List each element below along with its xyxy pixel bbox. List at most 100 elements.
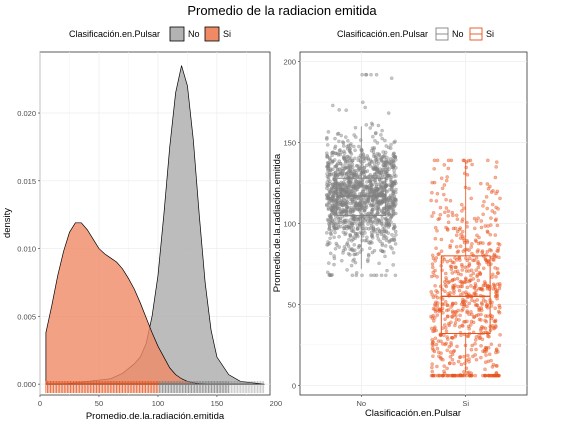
jitter-point-no: [376, 123, 381, 128]
jitter-point-no: [383, 273, 388, 278]
jitter-point-si: [430, 346, 435, 351]
jitter-point-si: [448, 243, 453, 248]
jitter-point-si: [462, 158, 467, 163]
jitter-point-si: [472, 258, 477, 263]
jitter-point-si: [453, 320, 458, 325]
jitter-point-si: [484, 304, 489, 309]
jitter-point-no: [339, 133, 344, 138]
jitter-point-no: [364, 185, 368, 189]
jitter-point-si: [430, 253, 435, 258]
jitter-point-si: [435, 290, 440, 295]
jitter-point-si: [483, 373, 487, 378]
jitter-point-si: [473, 284, 478, 288]
jitter-point-no: [383, 163, 388, 168]
jitter-point-no: [392, 181, 397, 185]
jitter-point-no: [360, 72, 365, 77]
jitter-point-si: [482, 199, 486, 204]
jitter-point-no: [339, 258, 344, 263]
jitter-point-si: [448, 245, 452, 250]
jitter-point-no: [353, 135, 358, 139]
jitter-point-no: [373, 197, 378, 202]
jitter-point-si: [429, 289, 434, 294]
jitter-point-si: [448, 350, 453, 354]
jitter-point-si: [478, 328, 483, 333]
jitter-point-no: [354, 270, 359, 275]
jitter-point-no: [366, 211, 371, 216]
density-x-ticks: 0 50 100 150 200: [38, 395, 282, 408]
jitter-point-no: [368, 239, 373, 244]
jitter-point-si: [484, 195, 489, 199]
jitter-point-no: [328, 220, 333, 225]
jitter-point-no: [328, 189, 332, 194]
jitter-point-si: [460, 264, 465, 269]
box-legend-label-si: Si: [486, 29, 494, 39]
jitter-point-no: [326, 168, 330, 173]
jitter-point-si: [445, 303, 450, 308]
jitter-point-si: [497, 305, 502, 310]
jitter-point-si: [456, 359, 461, 364]
jitter-point-si: [449, 335, 454, 340]
jitter-point-si: [468, 278, 473, 283]
jitter-point-no: [367, 189, 372, 194]
jitter-point-no: [327, 226, 332, 231]
jitter-point-no: [380, 221, 384, 226]
jitter-point-no: [363, 201, 367, 205]
jitter-point-no: [352, 190, 356, 195]
jitter-point-no: [338, 202, 342, 207]
jitter-point-si: [466, 324, 471, 329]
jitter-point-no: [333, 177, 337, 181]
jitter-point-no: [329, 199, 334, 203]
jitter-point-no: [336, 173, 340, 177]
jitter-point-si: [481, 212, 486, 217]
jitter-point-si: [445, 337, 450, 341]
jitter-point-si: [450, 373, 454, 378]
jitter-point-si: [467, 278, 472, 283]
jitter-point-no: [375, 141, 380, 145]
jitter-point-si: [485, 182, 490, 186]
jitter-point-si: [489, 216, 493, 220]
jitter-point-no: [342, 151, 347, 155]
jitter-point-no: [386, 202, 391, 207]
jitter-point-si: [457, 355, 462, 360]
jitter-point-si: [462, 373, 466, 378]
jitter-point-no: [386, 213, 390, 218]
jitter-point-si: [486, 345, 491, 350]
jitter-point-no: [393, 242, 398, 246]
jitter-point-no: [391, 158, 395, 163]
jitter-point-no: [373, 186, 378, 191]
jitter-point-si: [432, 180, 437, 185]
jitter-point-no: [366, 219, 370, 223]
jitter-point-si: [497, 286, 502, 291]
jitter-point-no: [325, 172, 329, 176]
jitter-point-no: [374, 154, 378, 159]
jitter-point-si: [429, 326, 434, 331]
jitter-point-si: [431, 270, 436, 275]
jitter-point-no: [366, 197, 371, 202]
jitter-point-si: [474, 288, 478, 293]
jitter-point-si: [496, 207, 500, 211]
jitter-point-si: [470, 343, 475, 348]
jitter-point-si: [450, 301, 455, 306]
jitter-point-no: [325, 155, 329, 159]
jitter-point-no: [338, 148, 342, 152]
jitter-point-si: [443, 271, 448, 276]
jitter-point-no: [369, 72, 373, 77]
jitter-point-no: [365, 235, 369, 240]
jitter-point-si: [464, 290, 468, 295]
jitter-point-si: [479, 225, 484, 230]
jitter-point-si: [433, 258, 438, 263]
jitter-point-no: [363, 218, 368, 223]
jitter-point-si: [458, 313, 462, 318]
jitter-point-no: [380, 155, 385, 159]
jitter-point-no: [360, 100, 365, 105]
jitter-point-no: [325, 184, 330, 188]
jitter-point-si: [479, 343, 483, 348]
jitter-point-si: [451, 213, 455, 218]
jitter-point-no: [358, 211, 363, 215]
jitter-point-si: [438, 212, 443, 217]
jitter-point-si: [435, 313, 440, 317]
jitter-point-si: [455, 217, 460, 221]
jitter-point-si: [434, 246, 438, 250]
jitter-point-no: [370, 159, 374, 164]
jitter-point-si: [495, 296, 499, 301]
